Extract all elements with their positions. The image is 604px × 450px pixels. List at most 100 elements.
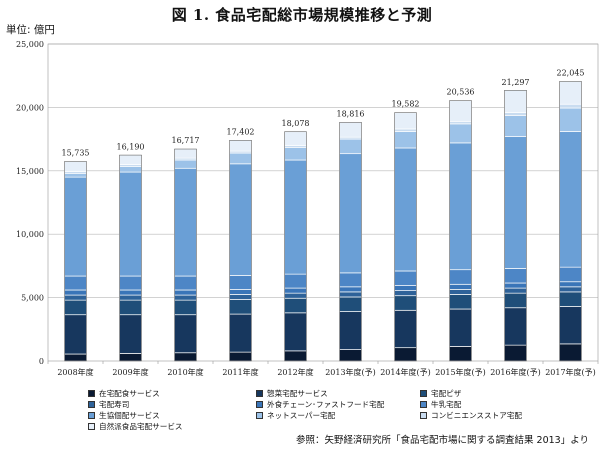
bar-segment [174,159,197,169]
bar-outline [504,90,527,362]
bar-segment [229,152,252,165]
legend-label: 牛乳宅配 [431,400,462,409]
bar-outline [174,148,197,362]
y-tick-label: 5,000 [21,294,44,303]
bar-segment [174,148,197,159]
bar-segment [504,287,527,294]
legend-item: ネットスーパー宅配 [256,411,335,421]
bar-segment [119,275,142,291]
bar-segment [284,273,307,289]
bar-segment [504,344,527,362]
legend-label: 自然派食品宅配サービス [99,422,183,431]
bar-segment [394,131,417,149]
bar-outline [64,161,87,362]
unit-label: 単位: 億円 [6,24,55,36]
total-label: 19,582 [392,100,420,109]
bar-segment [229,275,252,290]
bar-segment [394,147,417,272]
bar-segment [119,154,142,165]
bar-segment [119,314,142,354]
bar-segment [119,166,142,173]
x-tick-label: 2009年度 [112,367,148,377]
bar-segment [504,136,527,269]
bar-segment [284,287,307,294]
bar-segment [229,299,252,315]
legend-swatch [420,412,427,419]
bar-segment [394,290,417,297]
bar-segment [559,266,582,283]
bar-segment [449,120,472,125]
legend-swatch [88,423,95,430]
legend-label: 外食チェーン･ファストフード宅配 [267,400,385,409]
legend-item: コンビニエンスストア宅配 [420,411,522,421]
bar-segment [284,159,307,275]
legend-item: 在宅配食サービス [88,389,160,399]
bar-segment [229,294,252,300]
legend-label: 在宅配食サービス [99,389,160,398]
bar-segment [64,299,87,316]
bar-segment [394,347,417,362]
bar-outline [449,100,472,362]
bar-segment [284,292,307,299]
total-label: 21,297 [502,78,530,87]
stacked-bar-chart: 0 5,000 10,000 15,000 20,000 25,000 15,735 2008… [16,40,599,377]
bar-segment [449,289,472,295]
bar-segment [284,146,307,161]
bar-segment [504,307,527,346]
bar-segment [394,270,417,286]
y-tick-label: 25,000 [16,40,44,49]
legend-swatch [256,401,263,408]
x-tick-label: 2011年度 [222,367,258,377]
x-tick-label: 2008年度 [57,367,93,377]
bar-segment [504,115,527,137]
bar-segment [339,291,362,298]
bar-segment [119,353,142,362]
bar-outline [284,131,307,362]
total-label: 18,078 [282,119,310,128]
legend-swatch [88,401,95,408]
legend-swatch [256,390,263,397]
bar-segment [64,176,87,277]
total-label: 17,402 [227,127,255,136]
bar-segment [64,314,87,355]
legend-item: 宅配寿司 [88,400,129,410]
bar-segment [174,289,197,296]
bar-segment [64,289,87,296]
bar-segment [174,352,197,362]
bar-segment [64,294,87,301]
bar-segment [119,289,142,296]
bar-segment [284,312,307,352]
total-label: 16,190 [117,143,145,152]
bar-segment [64,275,87,291]
legend-label: コンビニエンスストア宅配 [431,411,522,420]
legend-item: 外食チェーン･ファストフード宅配 [256,400,384,410]
bar-segment [229,163,252,276]
bar-segment [339,311,362,350]
legend-item: 宅配ピザ [420,389,461,399]
bar-segment [449,283,472,290]
source-note: 参照：矢野経済研究所「食品宅配市場に関する調査結果 2013」より [296,435,590,446]
bar-segment [394,112,417,130]
bar-segment [559,281,582,288]
bar-segment [394,295,417,311]
total-label: 22,045 [557,68,585,77]
bar-segment [174,167,197,277]
bar-segment [229,139,252,152]
total-label: 16,717 [172,136,200,145]
bar-segment [339,153,362,274]
bar-segment [394,309,417,349]
bar-segment [449,308,472,347]
legend-swatch [420,390,427,397]
bar-segment [119,299,142,316]
legend-swatch [88,390,95,397]
x-tick-label: 2015年度(予) [435,367,486,377]
bar-segment [284,297,307,314]
bar-segment [559,81,582,105]
legend-label: 惣菜宅配サービス [267,389,328,398]
bar-segment [229,351,252,362]
legend-label: 宅配寿司 [99,400,130,409]
bar-segment [449,142,472,271]
legend-label: ネットスーパー宅配 [267,411,336,420]
legend-swatch [88,412,95,419]
legend-swatch [420,401,427,408]
